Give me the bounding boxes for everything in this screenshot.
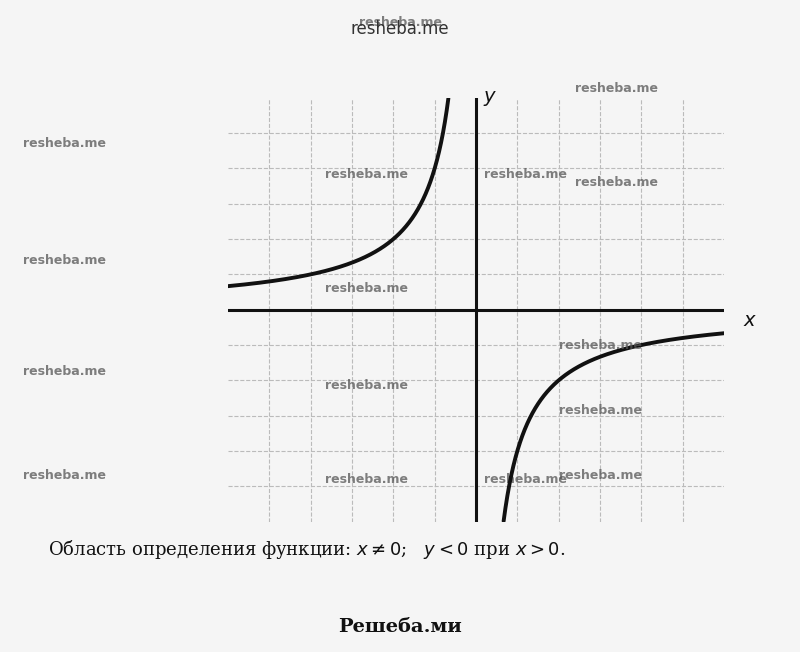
Text: Область определения функции: $x \neq 0$;   $y < 0$ при $x > 0$.: Область определения функции: $x \neq 0$;… xyxy=(48,538,566,561)
Text: resheba.me: resheba.me xyxy=(326,379,408,393)
Text: $x$: $x$ xyxy=(742,312,757,331)
Text: resheba.me: resheba.me xyxy=(484,168,567,181)
Text: resheba.me: resheba.me xyxy=(558,469,642,482)
Text: resheba.me: resheba.me xyxy=(574,82,658,95)
Text: $y$: $y$ xyxy=(483,89,498,108)
Text: resheba.me: resheba.me xyxy=(22,365,106,378)
Text: resheba.me: resheba.me xyxy=(22,254,106,267)
Text: resheba.me: resheba.me xyxy=(326,282,408,295)
Text: resheba.me: resheba.me xyxy=(350,20,450,38)
Text: resheba.me: resheba.me xyxy=(574,176,658,189)
Text: resheba.me: resheba.me xyxy=(22,137,106,150)
Text: resheba.me: resheba.me xyxy=(326,473,408,486)
Text: resheba.me: resheba.me xyxy=(22,469,106,482)
Text: resheba.me: resheba.me xyxy=(358,16,442,29)
Text: resheba.me: resheba.me xyxy=(558,339,642,352)
Text: resheba.me: resheba.me xyxy=(558,404,642,417)
Text: resheba.me: resheba.me xyxy=(484,473,567,486)
Text: resheba.me: resheba.me xyxy=(326,168,408,181)
Text: Решеба.ми: Решеба.ми xyxy=(338,617,462,636)
